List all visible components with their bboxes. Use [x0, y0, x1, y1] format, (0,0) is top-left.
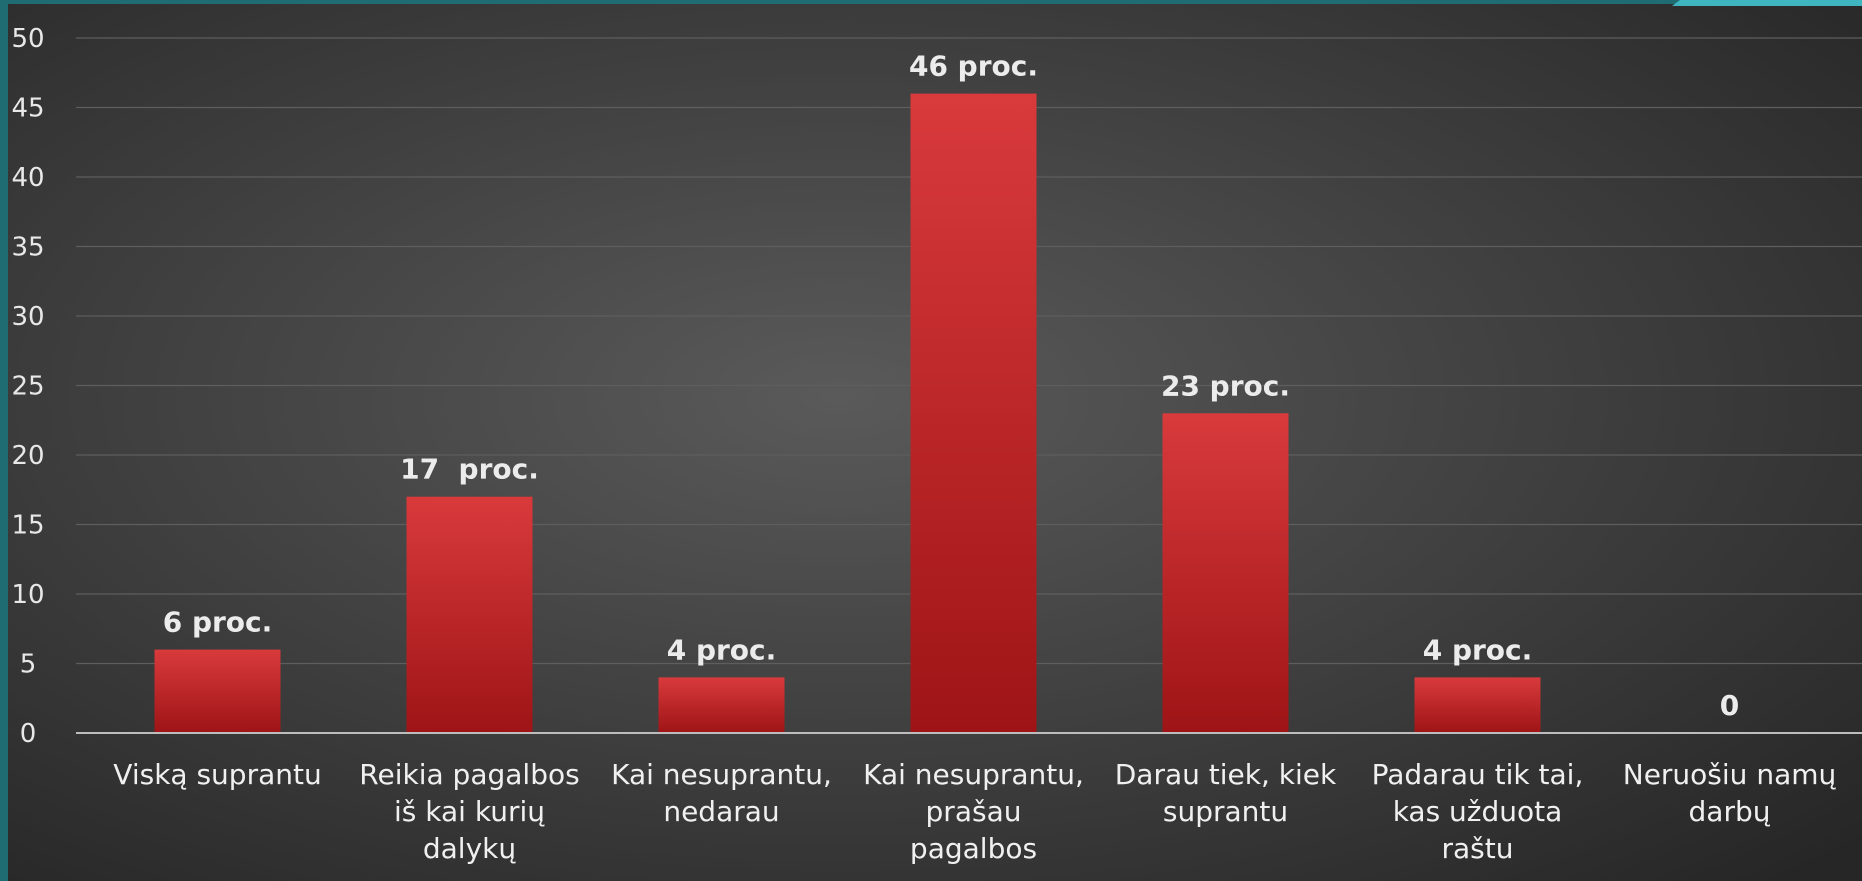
bar: [1162, 413, 1289, 733]
y-tick-label: 0: [20, 719, 37, 749]
left-accent-strip: [0, 0, 8, 881]
x-tick-label: Padarau tik tai, kas užduota raštu: [1372, 758, 1584, 865]
data-label: 4 proc.: [667, 633, 777, 666]
y-tick-label: 20: [11, 441, 44, 471]
y-tick-label: 45: [11, 94, 44, 124]
x-tick-label: Darau tiek, kiek suprantu: [1115, 758, 1337, 828]
y-tick-label: 40: [11, 163, 44, 193]
y-tick-label: 25: [11, 372, 44, 402]
bars: [154, 93, 1541, 734]
data-label: 17 proc.: [400, 453, 539, 486]
data-label: 23 proc.: [1161, 369, 1290, 402]
data-labels: 6 proc. 17 proc. 4 proc. 46 proc. 23 proc. 4 …: [163, 50, 1740, 722]
bar: [658, 677, 785, 733]
y-tick-label: 30: [11, 302, 44, 332]
x-tick-label: Viską suprantu: [113, 758, 321, 791]
x-tick-label: Kai nesuprantu, nedarau: [611, 758, 832, 828]
data-label: 4 proc.: [1423, 633, 1533, 666]
bar: [406, 496, 533, 733]
top-accent-strip: [0, 0, 1862, 4]
data-label: 0: [1720, 689, 1739, 722]
x-tick-label: Neruošiu namų darbų: [1623, 758, 1837, 828]
x-tick-label: Kai nesuprantu, prašau pagalbos: [863, 758, 1084, 865]
y-tick-label: 50: [11, 24, 44, 54]
x-tick-label: Reikia pagalbos iš kai kurių dalykų: [359, 758, 579, 865]
y-tick-label: 15: [11, 511, 44, 541]
bar: [1414, 677, 1541, 733]
y-tick-label: 5: [20, 650, 37, 680]
y-tick-label: 10: [11, 580, 44, 610]
corner-accent: [1672, 0, 1862, 6]
y-axis-ticks: 0 5 10 15 20 25 30 35 40 45 50: [11, 24, 44, 749]
bar: [910, 93, 1037, 734]
data-label: 6 proc.: [163, 606, 273, 639]
y-tick-label: 35: [11, 233, 44, 263]
data-label: 46 proc.: [909, 50, 1038, 83]
bar: [154, 649, 281, 733]
x-axis-labels: Viską suprantu Reikia pagalbos iš kai kuri…: [113, 758, 1836, 865]
